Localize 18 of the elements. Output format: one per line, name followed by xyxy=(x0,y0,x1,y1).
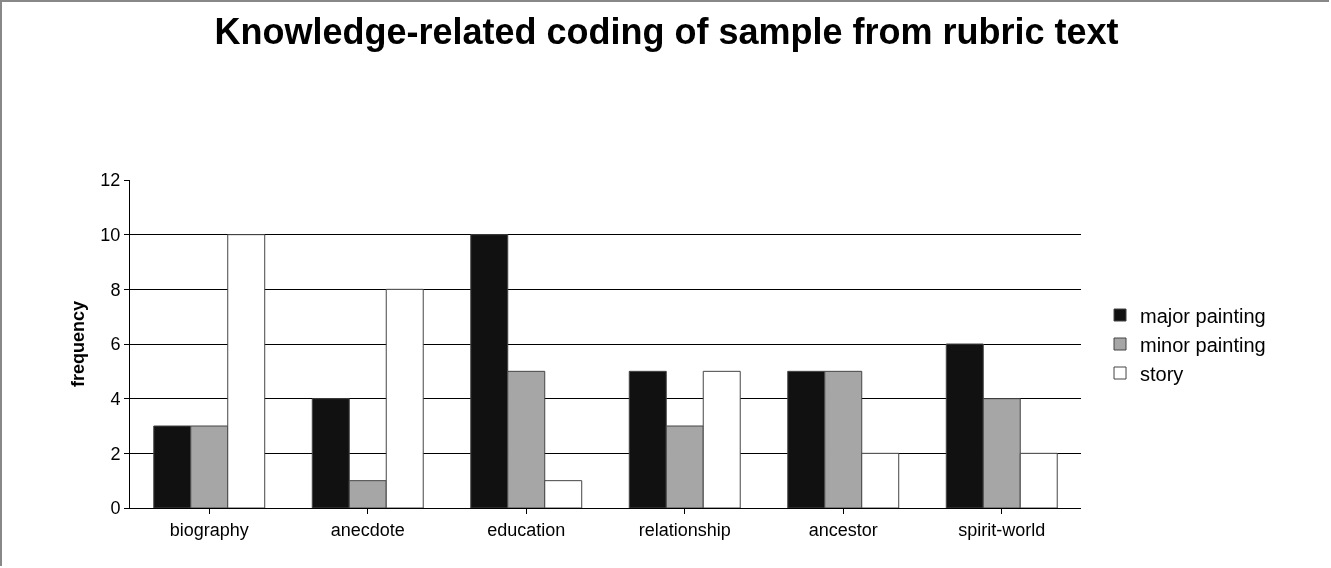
y-tick-label: 4 xyxy=(110,388,121,409)
y-tick-label: 6 xyxy=(110,334,121,355)
y-tick-label: 8 xyxy=(110,279,121,300)
legend-label: minor painting xyxy=(1140,333,1266,356)
y-tick-label: 10 xyxy=(100,224,121,245)
x-tick-label: education xyxy=(487,519,566,540)
y-axis-title: frequency xyxy=(68,300,88,388)
x-tick-label: relationship xyxy=(638,519,731,540)
legend-label: story xyxy=(1140,362,1184,385)
y-tick-label: 12 xyxy=(100,170,121,191)
x-tick-label: ancestor xyxy=(808,519,878,540)
legend-label: major painting xyxy=(1140,304,1266,327)
y-tick-label: 0 xyxy=(110,498,121,519)
x-tick-label: biography xyxy=(169,519,249,540)
x-tick-label: anecdote xyxy=(330,519,405,540)
x-tick-label: spirit-world xyxy=(958,519,1046,540)
chart-title: Knowledge-related coding of sample from rubric text xyxy=(214,11,1119,53)
y-tick-label: 2 xyxy=(110,443,121,464)
